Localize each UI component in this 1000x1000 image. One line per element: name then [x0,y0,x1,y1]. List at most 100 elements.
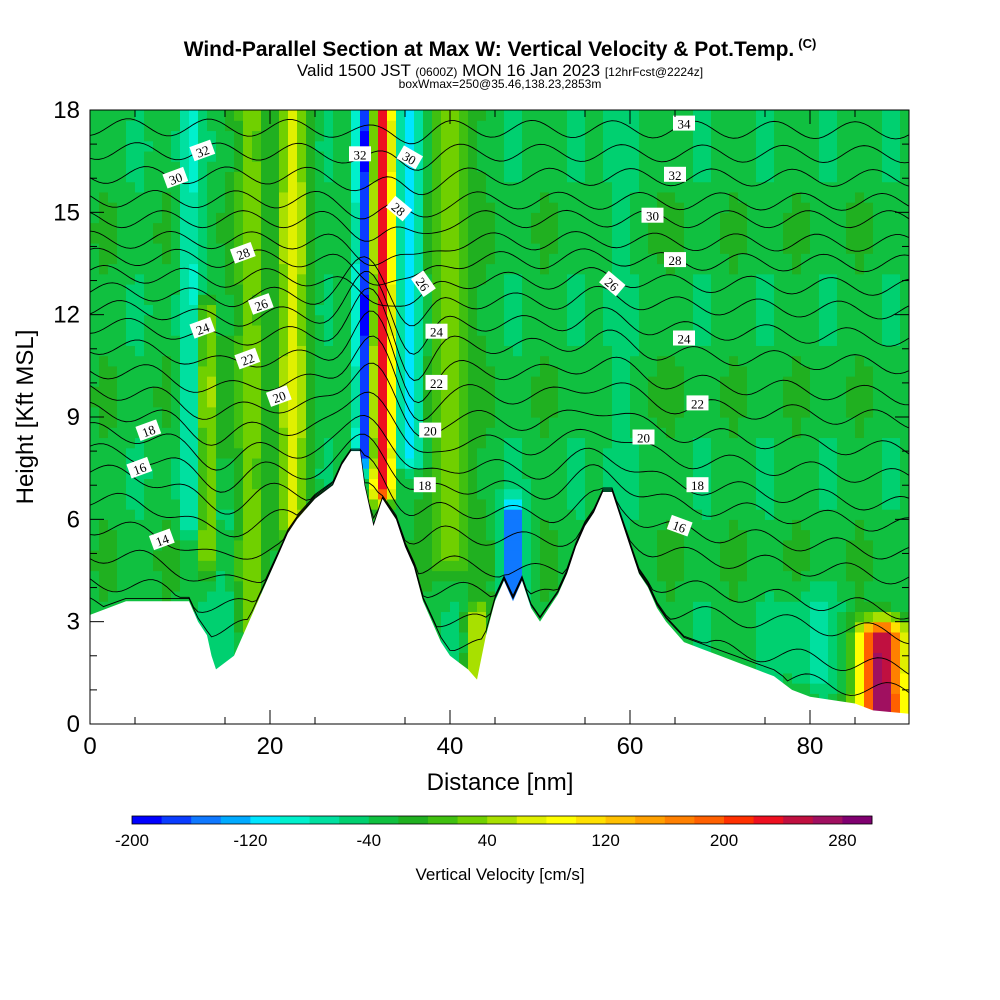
velocity-cell [405,222,415,234]
velocity-cell [621,110,631,121]
velocity-cell [414,140,424,152]
velocity-cell [810,324,820,336]
velocity-cell [270,488,280,500]
velocity-cell [675,130,685,142]
velocity-cell [117,120,127,132]
velocity-cell [198,590,208,602]
velocity-cell [810,345,820,357]
velocity-cell [261,212,271,224]
velocity-cell [261,232,271,244]
velocity-cell [684,406,694,418]
velocity-cell [90,406,100,418]
velocity-cell [288,365,298,377]
velocity-cell [108,314,118,326]
velocity-cell [648,478,658,490]
velocity-cell [468,181,478,193]
velocity-cell [567,191,577,203]
velocity-cell [216,283,226,295]
velocity-cell [252,590,262,602]
velocity-cell [603,365,613,377]
velocity-cell [441,232,451,244]
velocity-cell [270,243,280,254]
velocity-cell [828,365,838,377]
velocity-cell [819,110,829,121]
velocity-cell [261,417,271,428]
velocity-cell [90,161,100,172]
velocity-cell [90,601,100,613]
velocity-cell [396,130,406,142]
velocity-cell [666,376,676,387]
velocity-cell [324,150,334,162]
velocity-cell [639,181,649,193]
velocity-cell [369,509,379,520]
velocity-cell [243,427,253,439]
velocity-cell [468,621,478,633]
velocity-cell [576,519,586,531]
velocity-cell [783,631,793,643]
velocity-cell [369,376,379,387]
velocity-cell [774,652,784,664]
velocity-cell [801,601,811,613]
velocity-cell [477,202,487,213]
velocity-cell [378,324,388,336]
velocity-cell [351,253,361,265]
velocity-cell [207,570,217,582]
velocity-cell [162,406,172,418]
velocity-cell [738,478,748,490]
velocity-cell [324,253,334,265]
velocity-cell [108,355,118,367]
velocity-cell [639,365,649,377]
velocity-cell [297,498,307,510]
velocity-cell [657,355,667,367]
velocity-cell [243,120,253,132]
velocity-cell [162,202,172,213]
velocity-cell [243,601,253,613]
velocity-cell [108,386,118,398]
velocity-cell [99,253,109,265]
velocity-cell [585,304,595,316]
velocity-cell [180,560,190,572]
velocity-cell [153,283,163,295]
velocity-cell [531,150,541,162]
velocity-cell [414,294,424,306]
velocity-cell [126,406,136,418]
velocity-cell [144,171,154,183]
velocity-cell [153,232,163,244]
velocity-cell [378,130,388,142]
velocity-cell [180,406,190,418]
velocity-cell [324,120,334,132]
velocity-cell [369,161,379,172]
velocity-cell [360,386,370,398]
velocity-cell [504,519,514,531]
velocity-cell [792,631,802,643]
velocity-cell [594,355,604,367]
velocity-cell [585,406,595,418]
velocity-cell [459,335,469,346]
velocity-cell [324,396,334,408]
velocity-cell [126,376,136,387]
velocity-cell [567,355,577,367]
velocity-cell [522,140,532,152]
velocity-cell [765,263,775,275]
velocity-cell [657,560,667,572]
velocity-cell [396,386,406,398]
velocity-cell [423,243,433,254]
velocity-cell [270,478,280,490]
velocity-cell [108,406,118,418]
velocity-cell [234,345,244,357]
velocity-cell [819,181,829,193]
velocity-cell [576,355,586,367]
velocity-cell [477,498,487,510]
velocity-cell [144,396,154,408]
velocity-cell [189,457,199,469]
velocity-cell [342,386,352,398]
velocity-cell [180,273,190,285]
velocity-cell [513,396,523,408]
velocity-cell [306,355,316,367]
velocity-cell [225,335,235,346]
velocity-cell [459,406,469,418]
velocity-cell [450,386,460,398]
velocity-cell [306,488,316,500]
velocity-cell [792,621,802,633]
velocity-cell [756,263,766,275]
